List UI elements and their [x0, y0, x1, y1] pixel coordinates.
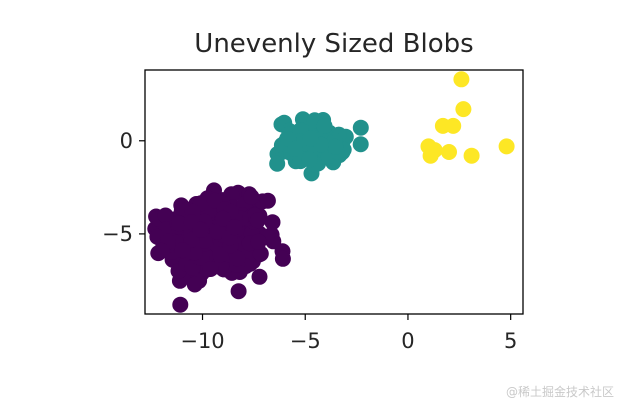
x-tick-label: −5	[290, 329, 321, 353]
data-point	[287, 140, 303, 157]
data-point	[301, 151, 318, 168]
watermark: @稀土掘金技术社区	[505, 385, 614, 399]
data-point	[445, 117, 462, 134]
x-tick-label: −10	[180, 329, 224, 353]
data-point	[243, 188, 260, 205]
data-point	[251, 268, 268, 285]
data-point	[302, 130, 319, 147]
data-point	[230, 283, 247, 300]
data-point	[186, 244, 203, 261]
data-point	[463, 147, 480, 164]
data-point	[202, 261, 219, 277]
data-point	[274, 250, 291, 267]
data-point	[215, 210, 231, 227]
data-point	[498, 138, 515, 155]
data-point	[174, 242, 191, 259]
data-point	[252, 245, 269, 262]
data-point	[229, 250, 246, 267]
data-point	[327, 138, 344, 155]
x-tick-label: 0	[401, 329, 414, 353]
data-point	[212, 246, 229, 263]
data-point	[269, 155, 286, 172]
data-point	[172, 296, 189, 313]
data-point	[455, 101, 472, 118]
data-point	[352, 119, 369, 136]
data-point	[264, 214, 281, 231]
points-layer	[147, 71, 515, 313]
chart-title: Unevenly Sized Blobs	[194, 29, 473, 59]
data-point	[249, 212, 266, 229]
y-tick-label: 0	[120, 129, 133, 153]
plot-frame	[144, 69, 524, 315]
data-point	[171, 215, 188, 232]
data-point	[352, 136, 369, 153]
data-point	[441, 144, 457, 160]
data-point	[192, 221, 209, 238]
data-point	[250, 233, 267, 250]
data-point	[209, 223, 226, 240]
y-tick-label: −5	[102, 222, 133, 246]
data-point	[422, 147, 439, 164]
x-axis: −10 −5 0 5	[180, 314, 517, 353]
data-point	[259, 192, 276, 209]
y-axis: −5 0	[102, 129, 145, 246]
data-point	[153, 242, 170, 259]
data-point	[226, 219, 243, 236]
data-point	[157, 207, 174, 224]
data-point	[453, 71, 470, 88]
data-point	[316, 118, 333, 134]
data-point	[186, 276, 203, 293]
x-tick-label: 5	[504, 329, 517, 353]
